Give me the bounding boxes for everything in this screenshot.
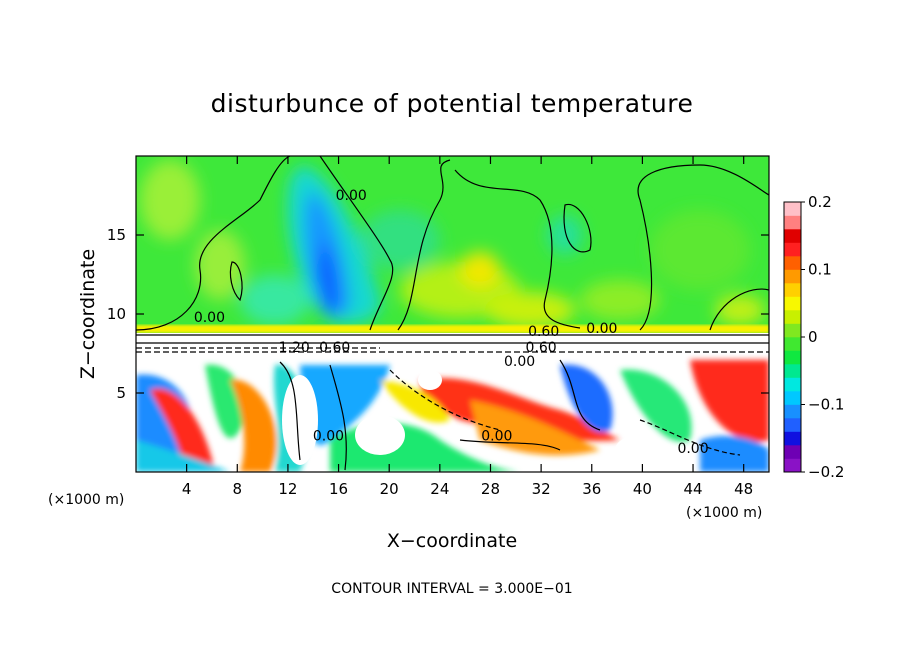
z-tick-label-2: 15 (107, 226, 126, 244)
x-axis: 4 8 12 16 20 24 28 32 36 40 44 48 (182, 156, 753, 498)
x-tick-label-0: 4 (182, 480, 192, 498)
contour-label-3: 0.00 (586, 321, 617, 337)
x-tick-label-4: 20 (380, 480, 399, 498)
contour-label-8: 0.00 (313, 428, 344, 444)
colorbar-swatch-2 (784, 431, 801, 446)
colorbar-swatch-0 (784, 458, 801, 473)
x-tick-label-10: 44 (683, 480, 702, 498)
chart-title: disturbunce of potential temperature (211, 89, 694, 118)
contour-interval-note: CONTOUR INTERVAL = 3.000E−01 (331, 581, 572, 597)
contour-label-2: 0.60 (528, 324, 559, 340)
x-tick-label-9: 40 (633, 480, 652, 498)
colorbar-label-0: 0.2 (808, 193, 832, 211)
x-tick-label-5: 24 (430, 480, 449, 498)
colorbar-swatch-17 (784, 229, 801, 243)
colorbar-swatch-4 (784, 404, 801, 419)
x-tick-label-2: 12 (278, 480, 297, 498)
x-tick-label-8: 36 (582, 480, 601, 498)
colorbar-swatch-10 (784, 323, 801, 338)
z-axis: 5 10 15 (107, 226, 769, 402)
z-axis-label: Z−coordinate (77, 249, 99, 379)
x-tick-label-3: 16 (329, 480, 348, 498)
colorbar-swatch-9 (784, 337, 801, 351)
contour-label-9: 0.00 (481, 428, 512, 444)
colorbar-swatch-14 (784, 269, 801, 284)
colorbar-swatch-18 (784, 215, 801, 230)
contour-label-0: 0.00 (336, 188, 367, 204)
colorbar-label-3: −0.1 (808, 396, 844, 414)
colorbar-swatch-8 (784, 350, 801, 365)
z-tick-label-0: 5 (116, 384, 126, 402)
x-axis-label: X−coordinate (387, 530, 517, 552)
x-tick-label-6: 28 (481, 480, 500, 498)
contour-label-6: 0.60 (526, 340, 557, 356)
x-tick-label-1: 8 (233, 480, 243, 498)
contour-label-7: 0.00 (504, 354, 535, 370)
colorbar-swatch-3 (784, 418, 801, 432)
contour-lines (136, 156, 769, 471)
colorbar-swatch-7 (784, 364, 801, 378)
contour-label-1: 0.00 (194, 310, 225, 326)
x-tick-label-7: 32 (532, 480, 551, 498)
colorbar-swatch-16 (784, 242, 801, 257)
colorbar-swatch-6 (784, 377, 801, 392)
colorbar: 0.2 0.1 0 −0.1 −0.2 (783, 193, 844, 481)
colorbar-swatch-13 (784, 283, 801, 297)
colorbar-label-4: −0.2 (808, 463, 844, 481)
colorbar-label-1: 0.1 (808, 261, 832, 279)
colorbar-swatch-5 (784, 391, 801, 405)
x-unit-label: (×1000 m) (686, 505, 762, 521)
colorbar-swatch-15 (784, 256, 801, 270)
z-unit-label: (×1000 m) (48, 492, 124, 508)
colorbar-label-2: 0 (808, 328, 818, 346)
contour-label-4: 1.20 (279, 340, 310, 356)
temperature-field (136, 156, 769, 472)
colorbar-swatch-11 (784, 310, 801, 324)
colorbar-swatch-12 (784, 296, 801, 311)
contour-label-10: 0.00 (677, 441, 708, 457)
z-tick-label-1: 10 (107, 305, 126, 323)
colorbar-swatch-19 (784, 202, 801, 216)
x-tick-label-11: 48 (734, 480, 753, 498)
contour-label-5: 0.60 (319, 340, 350, 356)
colorbar-swatch-1 (784, 445, 801, 459)
